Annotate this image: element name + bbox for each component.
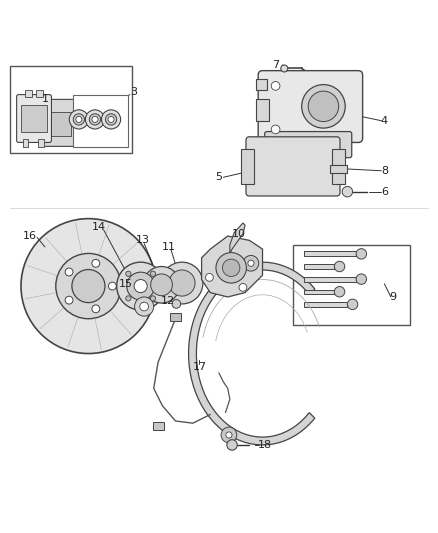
Bar — [10, 66, 132, 154]
Circle shape — [134, 279, 147, 293]
Circle shape — [271, 82, 280, 90]
Circle shape — [134, 297, 154, 316]
Text: 12: 12 — [161, 296, 175, 306]
Circle shape — [248, 260, 254, 266]
Text: 11: 11 — [162, 242, 176, 252]
Bar — [21, 106, 47, 132]
Bar — [23, 139, 28, 147]
Bar — [332, 149, 345, 184]
Bar — [25, 90, 32, 97]
Text: 1: 1 — [42, 94, 49, 104]
Polygon shape — [189, 262, 315, 445]
Circle shape — [117, 262, 165, 310]
Circle shape — [106, 114, 117, 125]
Circle shape — [56, 254, 121, 319]
Circle shape — [281, 65, 288, 72]
Bar — [304, 277, 356, 282]
Circle shape — [169, 270, 195, 296]
Text: 4: 4 — [381, 116, 388, 126]
Polygon shape — [230, 223, 245, 254]
Circle shape — [65, 296, 73, 304]
Bar — [304, 302, 347, 306]
Circle shape — [216, 253, 247, 283]
Circle shape — [85, 110, 105, 129]
Circle shape — [221, 427, 237, 443]
Text: 13: 13 — [136, 236, 150, 245]
Circle shape — [69, 110, 88, 129]
Circle shape — [356, 274, 367, 284]
Circle shape — [143, 266, 180, 303]
Circle shape — [347, 299, 358, 310]
Bar — [170, 313, 181, 321]
Circle shape — [92, 260, 100, 267]
Circle shape — [151, 274, 173, 296]
FancyBboxPatch shape — [265, 132, 352, 158]
FancyBboxPatch shape — [43, 99, 75, 147]
Circle shape — [108, 116, 114, 123]
Bar — [256, 99, 269, 120]
FancyBboxPatch shape — [258, 71, 363, 142]
Text: 18: 18 — [258, 440, 272, 450]
Circle shape — [89, 114, 101, 125]
Text: 8: 8 — [381, 166, 388, 176]
Circle shape — [334, 287, 345, 297]
Circle shape — [334, 261, 345, 272]
Bar — [304, 289, 334, 294]
Circle shape — [140, 302, 148, 311]
Circle shape — [150, 296, 155, 301]
Text: 5: 5 — [215, 172, 223, 182]
Circle shape — [21, 219, 156, 353]
Circle shape — [102, 110, 120, 129]
Circle shape — [172, 300, 181, 308]
Circle shape — [92, 116, 98, 123]
Circle shape — [72, 270, 105, 303]
Bar — [36, 90, 43, 97]
Text: 16: 16 — [23, 231, 37, 241]
Circle shape — [356, 249, 367, 259]
Circle shape — [161, 262, 203, 304]
Text: 14: 14 — [92, 222, 106, 232]
Circle shape — [73, 114, 85, 125]
Circle shape — [92, 305, 100, 313]
Circle shape — [308, 91, 339, 122]
Circle shape — [109, 282, 116, 290]
FancyBboxPatch shape — [246, 137, 340, 196]
Circle shape — [239, 284, 247, 292]
Text: 9: 9 — [389, 292, 397, 302]
Circle shape — [223, 259, 240, 277]
Text: 15: 15 — [118, 279, 132, 289]
Bar — [304, 251, 356, 256]
Text: 10: 10 — [232, 229, 246, 239]
Circle shape — [226, 432, 232, 438]
Text: 3: 3 — [131, 87, 138, 98]
Circle shape — [243, 255, 259, 271]
Circle shape — [65, 268, 73, 276]
Circle shape — [205, 273, 213, 281]
Bar — [47, 112, 71, 136]
Circle shape — [127, 272, 155, 300]
Circle shape — [150, 271, 155, 277]
Circle shape — [227, 440, 237, 450]
Bar — [153, 422, 164, 430]
Bar — [304, 264, 334, 269]
Circle shape — [271, 125, 280, 134]
Bar — [39, 139, 44, 147]
Text: 6: 6 — [381, 187, 388, 197]
Bar — [330, 165, 347, 173]
Circle shape — [302, 85, 345, 128]
Bar — [241, 149, 254, 184]
Circle shape — [126, 296, 131, 301]
Bar — [73, 94, 127, 147]
Circle shape — [126, 271, 131, 277]
Text: 7: 7 — [272, 60, 279, 70]
Text: 17: 17 — [192, 361, 206, 372]
Bar — [293, 245, 410, 325]
Polygon shape — [201, 236, 262, 297]
Bar — [256, 79, 267, 90]
Circle shape — [76, 116, 82, 123]
FancyBboxPatch shape — [17, 94, 51, 142]
Circle shape — [342, 187, 353, 197]
